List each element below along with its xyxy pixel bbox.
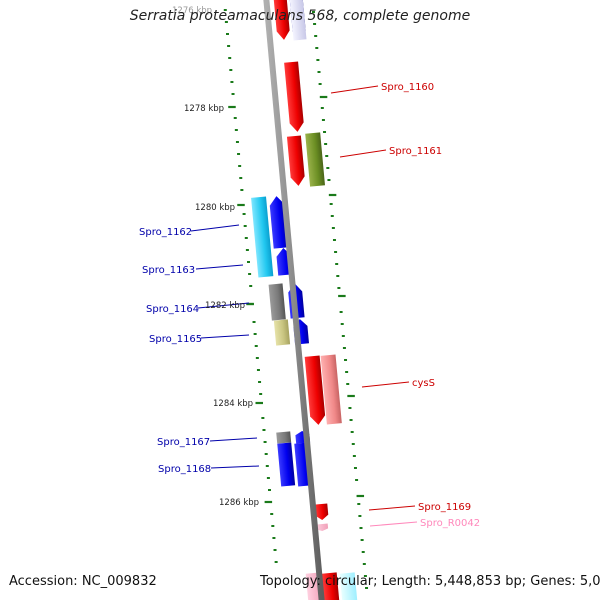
connector-spro-1160 (330, 85, 379, 94)
connector-cyss (361, 381, 410, 388)
scale-label: 1276 kbp (172, 6, 212, 16)
gene-feature-spro-1162[interactable] (251, 196, 274, 278)
connector-spro-r0042 (369, 521, 418, 527)
connector-spro-1169 (368, 505, 416, 511)
gene-feature-cyss[interactable] (304, 355, 326, 425)
scale-label: 1280 kbp (195, 203, 235, 213)
scale-label: 1278 kbp (184, 104, 224, 114)
gene-label-spro-1163[interactable]: Spro_1163 (142, 265, 195, 276)
gene-feature-bottom-cyan[interactable] (339, 572, 358, 600)
scale-ticks-inner (223, 9, 278, 563)
gene-label-cyss[interactable]: cysS (412, 378, 435, 389)
gene-label-spro-1164[interactable]: Spro_1164 (146, 304, 199, 315)
gene-feature-cyss-shadow[interactable] (320, 354, 342, 425)
gene-feature-spro-1165[interactable] (273, 319, 291, 346)
label-connectors (190, 85, 418, 527)
gene-feature-spro-1161[interactable] (305, 132, 325, 187)
gene-feature-lilac[interactable] (289, 0, 307, 41)
gene-label-spro-r0042[interactable]: Spro_R0042 (420, 518, 480, 529)
gene-feature-spro-1160[interactable] (284, 61, 304, 133)
genome-backbone (263, 0, 325, 600)
connector-spro-1161 (339, 149, 387, 158)
gene-feature-spro-1168[interactable] (277, 442, 296, 487)
gene-label-spro-1165[interactable]: Spro_1165 (149, 334, 202, 345)
connector-spro-1168 (210, 465, 260, 469)
map-title: Serratia proteamaculans 568, complete ge… (129, 8, 471, 24)
gene-feature-spro-1167[interactable] (276, 431, 292, 444)
connector-spro-1164 (197, 302, 250, 309)
connector-spro-1167 (209, 437, 258, 442)
gene-label-spro-1161[interactable]: Spro_1161 (389, 146, 442, 157)
connector-spro-1162 (190, 224, 240, 232)
scale-label: 1282 kbp (205, 301, 245, 311)
gene-feature-red-2[interactable] (286, 135, 306, 186)
scale-label: 1286 kbp (219, 498, 259, 508)
connector-spro-1165 (200, 334, 250, 339)
gene-features (251, 0, 358, 600)
scale-label: 1284 kbp (213, 399, 253, 409)
scale-ticks-outer (311, 11, 369, 589)
gene-feature-spro-1164[interactable] (268, 283, 286, 321)
connector-spro-1163 (195, 264, 244, 270)
gene-feature-bottom-red[interactable] (321, 572, 340, 600)
scale-labels: 1276 kbp 1278 kbp 1280 kbp 1282 kbp 1284 kbp… (172, 6, 259, 508)
gene-label-spro-1160[interactable]: Spro_1160 (381, 82, 434, 93)
accession-text: Accession: NC_009832 (9, 574, 157, 589)
gene-feature-spro-r0042[interactable] (315, 523, 329, 531)
gene-label-spro-1168[interactable]: Spro_1168 (158, 464, 211, 475)
gene-labels: Spro_1160 Spro_1161 Spro_1162 Spro_1163 Spro… (139, 82, 480, 529)
gene-label-spro-1169[interactable]: Spro_1169 (418, 502, 471, 513)
genome-summary-text: Topology: circular; Length: 5,448,853 bp… (260, 574, 600, 589)
gene-feature-red[interactable] (273, 0, 290, 40)
gene-label-spro-1167[interactable]: Spro_1167 (157, 437, 210, 448)
gene-feature-spro-1169[interactable] (314, 503, 329, 520)
gene-label-spro-1162[interactable]: Spro_1162 (139, 227, 192, 238)
